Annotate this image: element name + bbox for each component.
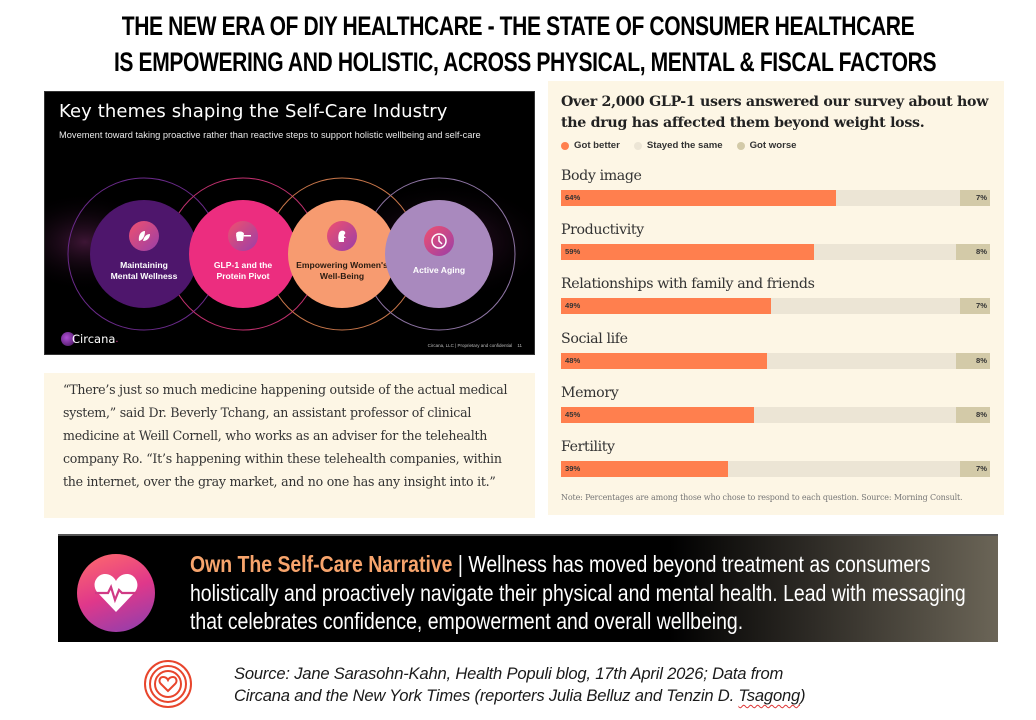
chart-row: Relationships with family and friends 49%… bbox=[561, 273, 990, 315]
chart-legend: Got better Stayed the same Got worse bbox=[561, 140, 797, 151]
self-care-banner: Own The Self-Care Narrative | Wellness h… bbox=[58, 534, 998, 642]
page-title: THE NEW ERA OF DIY HEALTHCARE - THE STAT… bbox=[0, 8, 1036, 80]
chart-note: Note: Percentages are among those who ch… bbox=[561, 493, 963, 502]
data-label-got-better: 59% bbox=[565, 247, 581, 257]
protein-scoop-icon bbox=[228, 220, 258, 251]
bar-track-stayed-same: 64% 7% bbox=[561, 190, 990, 206]
bar-got-worse bbox=[959, 298, 990, 315]
bar-got-worse bbox=[959, 461, 990, 477]
data-label-got-better: 64% bbox=[565, 193, 581, 202]
slide-subtitle: Movement toward taking proactive rather … bbox=[59, 130, 481, 140]
legend-swatch bbox=[561, 141, 569, 150]
theme-label: Maintaining Mental Wellness bbox=[110, 259, 178, 281]
legend-swatch bbox=[633, 141, 642, 150]
theme-label: GLP-1 and the Protein Pivot bbox=[213, 259, 273, 281]
chart-row: Fertility 39% 7% bbox=[561, 436, 990, 477]
data-label-got-worse: 8% bbox=[976, 409, 987, 419]
heart-pulse-icon bbox=[77, 554, 155, 632]
chart-title: Over 2,000 GLP-1 users answered our surv… bbox=[561, 94, 989, 131]
clock-icon bbox=[424, 226, 454, 256]
data-label-got-better: 45% bbox=[565, 409, 581, 419]
legend-swatch bbox=[736, 141, 745, 150]
chart-row: Social life 48% 8% bbox=[561, 328, 990, 369]
slide-title: Key themes shaping the Self-Care Industr… bbox=[59, 101, 448, 122]
bar-track-stayed-same: 48% 8% bbox=[561, 352, 990, 369]
page-title-line-1: THE NEW ERA OF DIY HEALTHCARE - THE STAT… bbox=[121, 11, 915, 41]
banner-text: Wellness has moved beyond treatment as c… bbox=[190, 551, 966, 634]
data-label-got-worse: 7% bbox=[976, 464, 987, 473]
data-label-got-worse: 7% bbox=[976, 301, 987, 311]
data-label-got-worse: 8% bbox=[976, 355, 987, 365]
data-label-got-better: 49% bbox=[565, 301, 581, 311]
circana-logo-text: Circana bbox=[72, 332, 116, 346]
woman-profile-icon bbox=[327, 220, 357, 251]
bar-track-stayed-same: 39% 7% bbox=[561, 461, 990, 477]
data-label-got-worse: 7% bbox=[976, 193, 987, 202]
bar-got-worse bbox=[959, 190, 990, 206]
bar-got-better bbox=[561, 298, 772, 315]
slide-footer: Circana, LLC | Proprietary and confident… bbox=[427, 343, 522, 348]
nyt-quote: “There’s just so much medicine happening… bbox=[44, 373, 535, 518]
bar-got-better bbox=[561, 190, 836, 206]
bar-track-stayed-same: 45% 8% bbox=[561, 406, 990, 423]
legend-item-got-worse: Got worse bbox=[736, 140, 797, 151]
bar-got-worse bbox=[955, 352, 990, 369]
data-label-got-better: 48% bbox=[565, 355, 581, 365]
circana-logo-mark bbox=[61, 332, 75, 346]
data-label-got-worse: 8% bbox=[976, 247, 987, 257]
category-label: Relationships with family and friends bbox=[561, 276, 815, 293]
quote-text: “There’s just so much medicine happening… bbox=[63, 382, 508, 489]
category-label: Memory bbox=[561, 384, 619, 401]
theme-mental-wellness: Maintaining Mental Wellness bbox=[90, 200, 198, 308]
bar-track-stayed-same: 49% 7% bbox=[561, 298, 990, 315]
bar-got-better bbox=[561, 406, 755, 423]
legend-item-got-better: Got better bbox=[561, 140, 620, 151]
category-label: Social life bbox=[561, 330, 628, 347]
bar-got-worse bbox=[955, 244, 990, 261]
banner-highlight: Own The Self-Care Narrative bbox=[190, 551, 453, 577]
bar-got-worse bbox=[955, 406, 990, 423]
page-title-line-2: IS EMPOWERING AND HOLISTIC, ACROSS PHYSI… bbox=[113, 47, 937, 77]
bar-got-better bbox=[561, 352, 767, 369]
theme-label: Empowering Women's Well-Being bbox=[296, 259, 388, 281]
legend-item-stayed-same: Stayed the same bbox=[633, 140, 723, 151]
bar-got-better bbox=[561, 461, 729, 477]
source-citation: Source: Jane Sarasohn-Kahn, Health Popul… bbox=[234, 664, 806, 705]
theme-womens-wellbeing: Empowering Women's Well-Being bbox=[288, 200, 396, 308]
chart-row: Memory 45% 8% bbox=[561, 382, 990, 423]
glp1-survey-chart: Over 2,000 GLP-1 users answered our surv… bbox=[548, 81, 1004, 515]
theme-label: Active Aging bbox=[412, 265, 466, 275]
bar-track-stayed-same: 59% 8% bbox=[561, 244, 990, 261]
leaves-icon bbox=[129, 220, 159, 251]
category-label: Body image bbox=[561, 168, 642, 184]
chart-row: Body image 64% 7% bbox=[561, 165, 990, 206]
theme-active-aging: Active Aging bbox=[385, 200, 493, 308]
banner-message: Own The Self-Care Narrative | Wellness h… bbox=[190, 551, 966, 634]
circana-slide: Key themes shaping the Self-Care Industr… bbox=[44, 91, 535, 355]
data-label-got-better: 39% bbox=[565, 464, 581, 473]
category-label: Productivity bbox=[561, 222, 644, 239]
chart-row: Productivity 59% 8% bbox=[561, 219, 990, 261]
bar-got-better bbox=[561, 244, 815, 261]
category-label: Fertility bbox=[561, 439, 615, 455]
theme-glp1-protein: GLP-1 and the Protein Pivot bbox=[189, 200, 297, 308]
concentric-heart-icon bbox=[143, 659, 193, 714]
circana-logo: Circana . bbox=[61, 332, 118, 346]
